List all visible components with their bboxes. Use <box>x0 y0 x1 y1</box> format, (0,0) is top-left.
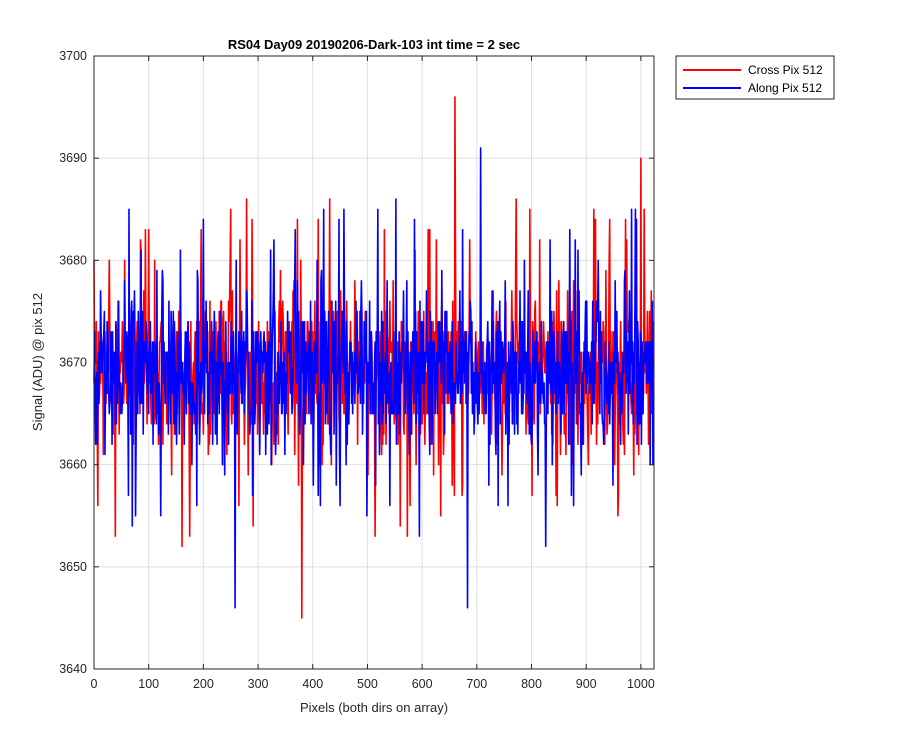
x-tick-label: 800 <box>521 677 542 691</box>
x-tick-label: 100 <box>138 677 159 691</box>
x-axis-label: Pixels (both dirs on array) <box>300 700 448 715</box>
x-tick-label: 400 <box>302 677 323 691</box>
x-tick-label: 500 <box>357 677 378 691</box>
y-axis-label: Signal (ADU) @ pix 512 <box>30 293 45 431</box>
y-tick-label: 3670 <box>59 356 87 370</box>
y-tick-label: 3640 <box>59 662 87 676</box>
series-layer <box>93 96 655 619</box>
chart-title: RS04 Day09 20190206-Dark-103 int time = … <box>228 37 520 52</box>
x-tick-label: 700 <box>466 677 487 691</box>
axis-ticks: 0 100 200 300 400 500 600 700 800 900 1000 3640 3650… <box>59 49 655 691</box>
y-tick-label: 3690 <box>59 151 87 165</box>
y-tick-label: 3700 <box>59 49 87 63</box>
x-tick-label: 300 <box>248 677 269 691</box>
legend-label-along: Along Pix 512 <box>748 81 822 95</box>
x-tick-label: 0 <box>91 677 98 691</box>
legend[interactable]: Cross Pix 512 Along Pix 512 <box>675 55 835 100</box>
x-tick-label: 200 <box>193 677 214 691</box>
legend-label-cross: Cross Pix 512 <box>748 63 823 77</box>
y-tick-label: 3680 <box>59 253 87 267</box>
y-tick-label: 3650 <box>59 560 87 574</box>
series-line-along-pix <box>93 147 655 609</box>
x-tick-label: 600 <box>412 677 433 691</box>
x-tick-label: 1000 <box>627 677 655 691</box>
y-tick-label: 3660 <box>59 458 87 472</box>
x-tick-label: 900 <box>576 677 597 691</box>
legend-box <box>675 55 835 100</box>
